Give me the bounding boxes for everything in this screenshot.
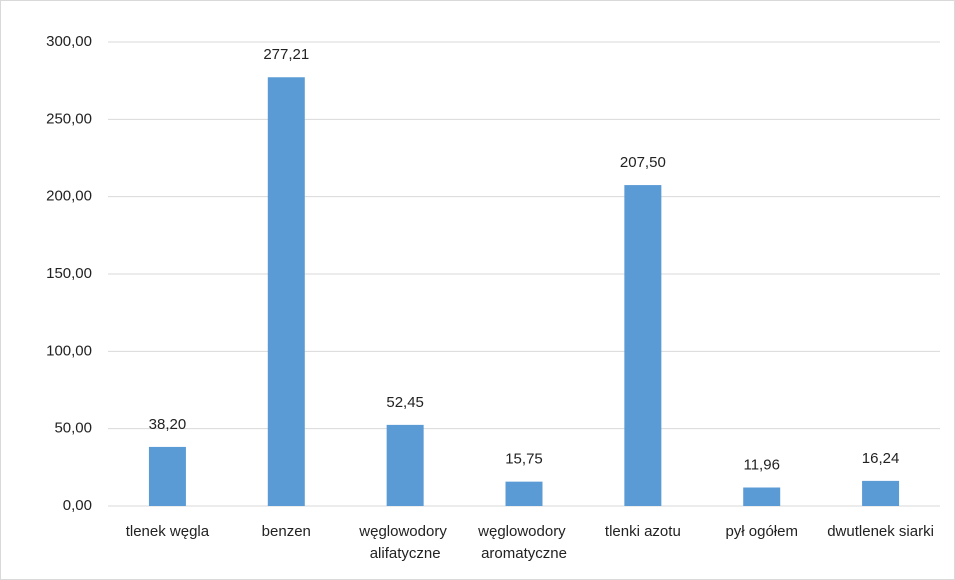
bar xyxy=(743,487,781,506)
y-tick-label: 200,00 xyxy=(46,188,92,205)
y-tick-label: 50,00 xyxy=(54,420,92,437)
bar xyxy=(148,446,186,506)
x-tick-label: dwutlenek siarki xyxy=(827,523,934,540)
y-tick-label: 300,00 xyxy=(46,33,92,50)
x-tick-label: benzen xyxy=(262,523,311,540)
x-tick-label: węglowodory alifatyczne xyxy=(358,523,451,562)
data-label: 11,96 xyxy=(743,456,779,473)
data-label: 52,45 xyxy=(386,394,424,411)
data-label: 16,24 xyxy=(862,450,900,467)
bar xyxy=(267,77,305,506)
bar xyxy=(862,480,900,506)
data-label: 38,20 xyxy=(149,416,187,433)
bar xyxy=(624,185,662,507)
x-tick-label: tlenki azotu xyxy=(605,523,681,540)
x-tick-label: węglowodory aromatyczne xyxy=(477,523,570,562)
y-tick-label: 100,00 xyxy=(46,342,92,359)
y-tick-label: 0,00 xyxy=(63,497,92,514)
y-tick-label: 150,00 xyxy=(46,265,92,282)
data-label: 277,21 xyxy=(263,46,309,63)
y-tick-label: 250,00 xyxy=(46,110,92,127)
bar xyxy=(386,424,424,506)
x-tick-label: tlenek węgla xyxy=(126,523,210,540)
bar xyxy=(505,481,543,506)
x-tick-label: pył ogółem xyxy=(725,523,798,540)
data-label: 15,75 xyxy=(505,451,543,468)
data-label: 207,50 xyxy=(620,154,666,171)
